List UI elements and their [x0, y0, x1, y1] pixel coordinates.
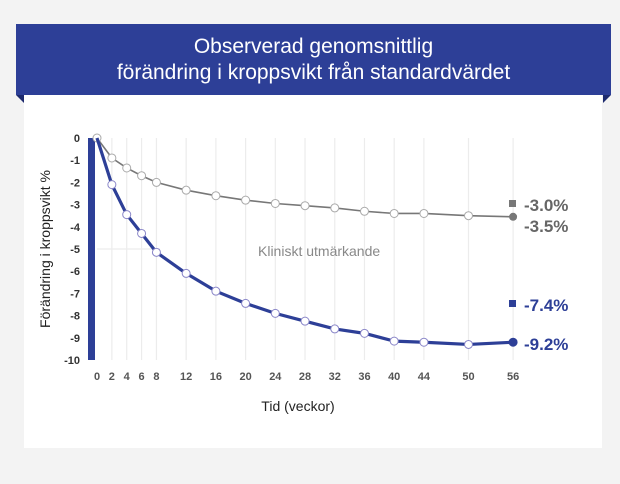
x-tick-label: 36 — [358, 371, 370, 383]
x-tick-label: 40 — [388, 371, 400, 383]
blue-data-point — [181, 268, 191, 278]
y-axis-title: Förändring i kroppsvikt % — [37, 170, 53, 328]
gray-data-point — [181, 185, 191, 195]
y-tick-label: -10 — [64, 355, 80, 367]
x-tick-label: 6 — [139, 371, 145, 383]
x-tick-label: 50 — [462, 371, 474, 383]
y-tick-label: -7 — [70, 288, 80, 300]
end-value-label: -3.5% — [524, 217, 568, 236]
gray-data-point — [300, 201, 310, 211]
end-value-label: -7.4% — [524, 296, 568, 315]
blue-data-point — [107, 180, 117, 190]
y-tick-label: -4 — [70, 222, 81, 234]
gray-data-point — [122, 163, 132, 173]
blue-endpoint-marker — [508, 337, 518, 347]
y-tick-label: -8 — [70, 311, 80, 323]
end-value-label: -3.0% — [524, 196, 568, 215]
gray-data-point — [270, 198, 280, 208]
blue-data-point — [359, 328, 369, 338]
blue-data-point — [300, 316, 310, 326]
end-value-label: -9.2% — [524, 335, 568, 354]
gray-data-point — [151, 177, 161, 187]
y-tick-label: 0 — [74, 133, 80, 145]
gray-data-point — [137, 171, 147, 181]
gray-data-point — [419, 208, 429, 218]
banner-fold-right — [603, 95, 611, 103]
x-tick-label: 12 — [180, 371, 192, 383]
x-tick-label: 2 — [109, 371, 115, 383]
x-tick-label: 32 — [329, 371, 341, 383]
y-tick-label: -2 — [70, 177, 80, 189]
blue-data-point — [270, 308, 280, 318]
y-tick-label: -3 — [70, 200, 80, 212]
gray-data-point — [359, 206, 369, 216]
gray-data-point — [107, 153, 117, 163]
x-tick-label: 28 — [299, 371, 311, 383]
gray-data-point — [389, 208, 399, 218]
blue-data-point — [330, 324, 340, 334]
gray-series-line — [96, 137, 514, 218]
x-tick-label: 16 — [210, 371, 222, 383]
x-tick-label: 8 — [153, 371, 159, 383]
y-axis-bar — [88, 138, 95, 360]
y-axis: 0 -1 -2 -3 -4 -5 -6 -7 -8 -9 -10 — [64, 133, 95, 367]
y-tick-label: -6 — [70, 266, 80, 278]
gray-endpoint-marker — [509, 212, 518, 221]
banner-fold-left — [16, 95, 24, 103]
blue-data-point — [419, 337, 429, 347]
gray-data-point — [241, 195, 251, 205]
x-tick-label: 56 — [507, 371, 519, 383]
blue-data-point — [211, 286, 221, 296]
blue-data-point — [137, 228, 147, 238]
title-line-2: förändring i kroppsvikt från standardvär… — [116, 61, 511, 84]
end-labels: -3.0% -3.5% -7.4% -9.2% — [509, 196, 568, 354]
y-tick-label: -1 — [70, 155, 80, 167]
blue-data-point — [464, 339, 473, 349]
title-line-1: Observerad genomsnittlig — [193, 35, 434, 58]
x-tick-label: 44 — [418, 371, 431, 383]
x-tick-label: 20 — [239, 371, 251, 383]
gray-data-point — [211, 191, 221, 201]
x-tick-label: 0 — [94, 371, 100, 383]
series-lines — [92, 133, 518, 349]
gray-data-point — [330, 203, 340, 213]
title-banner: Observerad genomsnittlig förändring i kr… — [16, 24, 611, 95]
gray-data-point — [464, 211, 473, 221]
y-tick-label: -9 — [70, 333, 80, 345]
blue-data-point — [151, 247, 161, 257]
x-axis-title: Tid (veckor) — [261, 398, 334, 414]
y-tick-label: -5 — [70, 244, 80, 256]
x-axis: 0 2 4 6 8 12 16 20 24 28 32 36 40 44 50 56 — [94, 371, 519, 383]
blue-data-point — [122, 210, 132, 220]
blue-data-point — [241, 298, 251, 308]
legend-square-icon — [509, 200, 516, 207]
x-tick-label: 24 — [269, 371, 282, 383]
legend-square-icon — [509, 300, 516, 307]
clinical-annotation: Kliniskt utmärkande — [258, 243, 380, 259]
x-tick-label: 4 — [124, 371, 131, 383]
chart-card — [24, 95, 602, 448]
blue-series-line — [95, 137, 514, 347]
blue-data-point — [389, 336, 399, 346]
